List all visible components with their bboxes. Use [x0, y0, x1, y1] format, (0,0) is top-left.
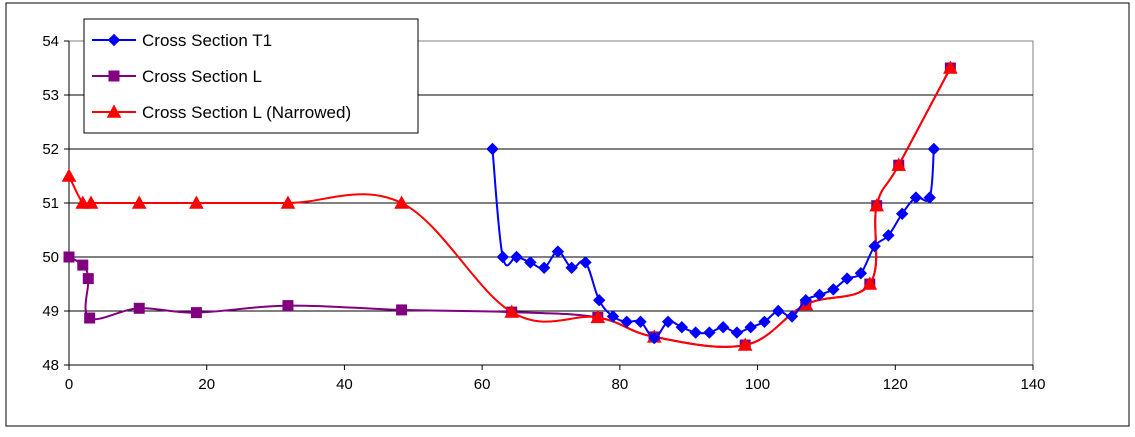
- data-point-triangle: [61, 168, 77, 182]
- data-point-diamond: [648, 331, 661, 345]
- data-point-triangle: [504, 304, 520, 318]
- x-tick-label: 80: [612, 376, 629, 393]
- data-point-diamond: [689, 326, 702, 339]
- data-point-diamond: [634, 315, 647, 329]
- data-point-square: [282, 300, 294, 312]
- y-tick-label: 49: [42, 303, 59, 320]
- data-point-diamond: [537, 261, 551, 275]
- x-tick-label: 120: [883, 376, 908, 393]
- legend-box: [83, 18, 419, 134]
- legend-entry: Cross Section L: [92, 67, 262, 86]
- y-tick-label: 51: [42, 195, 59, 212]
- data-point-diamond: [895, 207, 909, 221]
- data-point-diamond: [799, 293, 812, 307]
- x-tick-label: 20: [198, 376, 215, 393]
- x-tick-label: 60: [474, 376, 491, 393]
- data-point-diamond: [868, 239, 881, 253]
- legend: Cross Section T1 Cross Section L Cross Sec…: [83, 18, 419, 134]
- data-point-diamond: [772, 304, 785, 318]
- data-point-square: [77, 259, 89, 271]
- data-point-diamond: [675, 320, 689, 334]
- x-tick-label: 40: [336, 376, 353, 393]
- data-point-diamond: [730, 326, 744, 339]
- data-point-triangle: [869, 198, 885, 212]
- legend-label: Cross Section L (Narrowed): [142, 103, 351, 122]
- axes: 48 49 50 51 52 53 54 0 20 40 60 80 100 120 140: [42, 33, 1045, 393]
- data-point-square: [133, 302, 145, 314]
- data-point-diamond: [551, 245, 565, 258]
- legend-marker-diamond: [107, 33, 121, 47]
- data-point-diamond: [744, 320, 757, 334]
- data-point-diamond: [579, 256, 592, 269]
- data-point-triangle: [590, 309, 606, 324]
- y-tick-label: 48: [42, 357, 59, 374]
- data-point-diamond: [620, 315, 633, 329]
- data-point-diamond: [592, 293, 606, 307]
- data-point-diamond: [827, 283, 840, 296]
- series-cross-section-t1: [486, 142, 941, 345]
- data-point-square: [84, 312, 96, 324]
- legend-label: Cross Section T1: [142, 31, 272, 50]
- x-tick-label: 100: [745, 376, 770, 393]
- data-point-square: [396, 304, 408, 316]
- data-point-diamond: [486, 142, 499, 156]
- data-point-diamond: [510, 250, 523, 264]
- data-point-triangle: [862, 276, 878, 290]
- data-point-diamond: [606, 310, 620, 323]
- legend-marker-triangle: [106, 104, 122, 118]
- x-tick-label: 0: [65, 376, 73, 393]
- data-point-triangle: [394, 195, 409, 209]
- series: [61, 60, 958, 351]
- data-point-square: [63, 251, 75, 263]
- data-point-diamond: [882, 229, 895, 242]
- legend-marker-square: [108, 70, 120, 82]
- data-point-diamond: [909, 191, 923, 204]
- data-point-diamond: [565, 261, 578, 275]
- data-point-diamond: [716, 320, 730, 334]
- x-tick-label: 140: [1020, 376, 1045, 393]
- legend-entry: Cross Section L (Narrowed): [92, 103, 351, 122]
- data-point-square: [82, 273, 94, 285]
- data-point-triangle: [891, 157, 907, 171]
- y-tick-label: 52: [42, 141, 59, 158]
- y-tick-label: 50: [42, 249, 59, 266]
- legend-label: Cross Section L: [142, 67, 262, 86]
- data-point-diamond: [927, 142, 941, 156]
- data-point-diamond: [661, 315, 675, 329]
- data-point-diamond: [923, 191, 936, 204]
- legend-entry: Cross Section T1: [92, 31, 272, 50]
- data-point-diamond: [703, 326, 716, 339]
- data-point-square: [190, 307, 202, 319]
- data-point-diamond: [785, 310, 799, 323]
- y-tick-label: 53: [42, 87, 59, 104]
- data-point-diamond: [524, 256, 537, 269]
- data-point-diamond: [854, 266, 868, 280]
- y-tick-label: 54: [42, 33, 59, 50]
- data-point-triangle: [131, 195, 147, 209]
- data-point-diamond: [758, 315, 771, 329]
- data-point-triangle: [280, 195, 296, 209]
- data-point-diamond: [840, 272, 854, 285]
- data-point-triangle: [943, 60, 958, 74]
- data-point-triangle: [189, 195, 204, 209]
- data-point-diamond: [496, 250, 510, 264]
- data-point-diamond: [813, 288, 826, 302]
- data-point-triangle: [83, 195, 99, 209]
- data-point-triangle: [737, 337, 753, 351]
